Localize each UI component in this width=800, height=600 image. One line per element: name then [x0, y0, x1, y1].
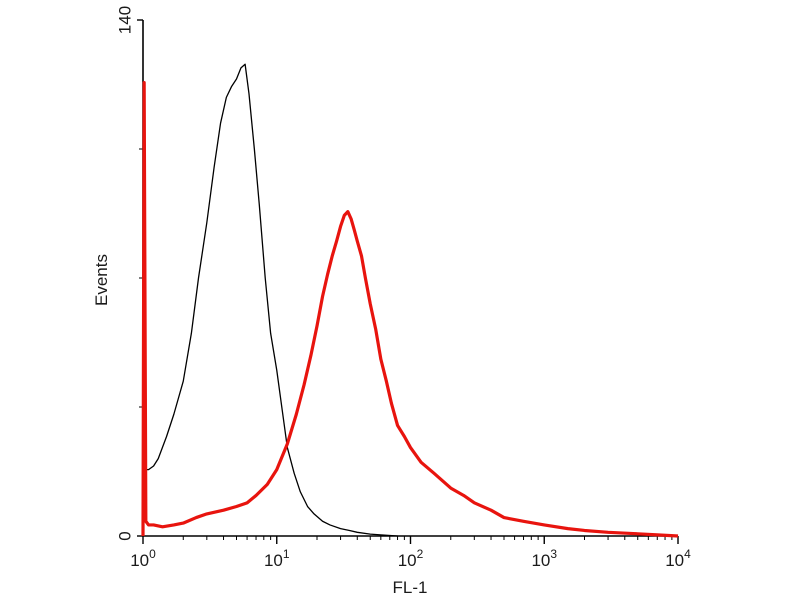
x-tick-label: 104 — [665, 547, 691, 570]
x-axis-label: FL-1 — [393, 578, 428, 597]
y-tick-label: 140 — [115, 6, 134, 34]
y-axis: 0 140 — [115, 6, 144, 541]
series-line-black — [142, 63, 398, 537]
x-tick-label: 102 — [398, 547, 424, 570]
plot-series — [141, 63, 679, 538]
x-tick-label: 103 — [531, 547, 557, 570]
y-axis-label: Events — [92, 254, 111, 306]
series-line-red — [141, 81, 679, 538]
x-tick-label: 100 — [130, 547, 156, 570]
x-axis: 100 101 102 103 104 — [130, 535, 691, 570]
x-tick-label: 101 — [264, 547, 290, 570]
y-tick-label: 0 — [115, 531, 134, 540]
